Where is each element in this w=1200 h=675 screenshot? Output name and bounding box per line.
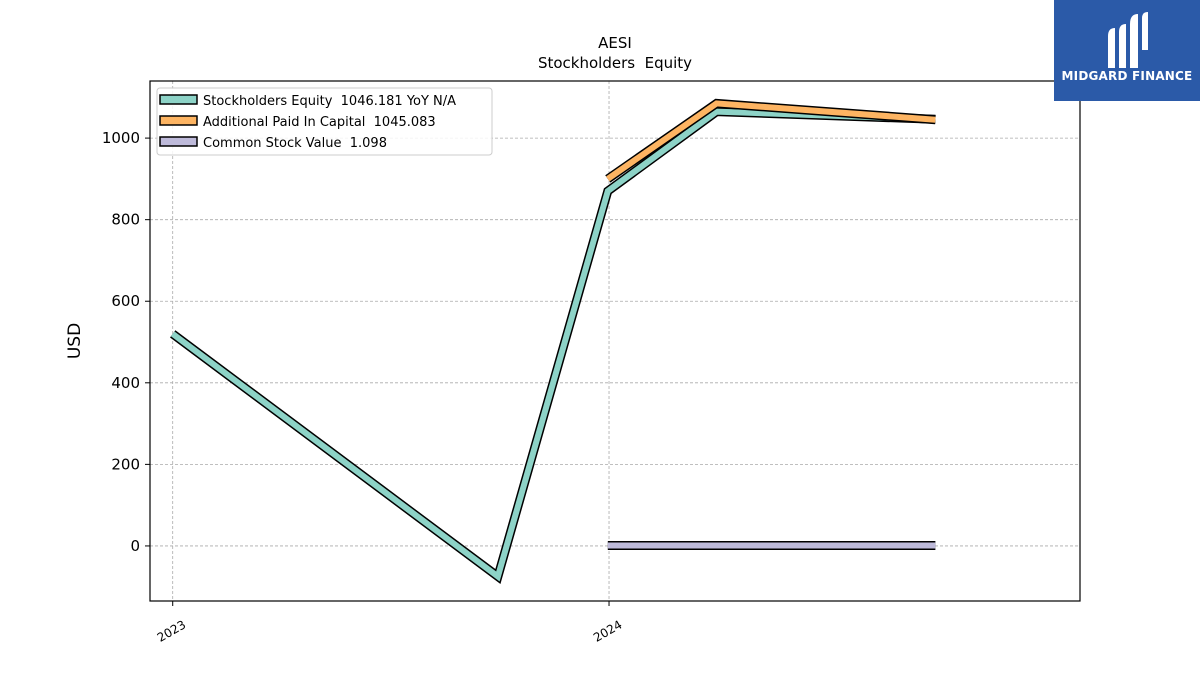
- axis-ticks: 0 200 400 600 800 1000 2023 2024: [102, 129, 625, 645]
- chart-title: AESI: [598, 34, 632, 52]
- plot-area-frame: [149, 80, 1081, 602]
- chart-subtitle: Stockholders Equity: [538, 54, 692, 72]
- series-line-outline: [170, 107, 936, 585]
- midgard-logo-icon: [1108, 12, 1148, 68]
- x-tick-label: 2023: [155, 617, 188, 644]
- series-lines: [170, 98, 936, 585]
- x-tick-label: 2024: [591, 617, 624, 644]
- legend-box: [156, 87, 493, 156]
- legend-swatch: [159, 136, 198, 147]
- grid-lines: [150, 81, 1080, 601]
- y-tick-label: 1000: [102, 129, 140, 147]
- series-line: [170, 108, 936, 582]
- y-tick-label: 600: [111, 292, 140, 310]
- legend: Stockholders Equity 1046.181 YoY N/A Addi…: [156, 87, 493, 156]
- series-1: [170, 107, 936, 585]
- series-line: [606, 100, 936, 182]
- brand-logo: MIDGARD FINANCE: [1054, 0, 1200, 101]
- y-tick-label: 0: [130, 537, 140, 555]
- legend-label: Additional Paid In Capital 1045.083: [203, 115, 436, 130]
- legend-label: Common Stock Value 1.098: [203, 136, 387, 151]
- legend-swatch: [159, 115, 198, 126]
- y-tick-label: 800: [111, 211, 140, 229]
- brand-name: MIDGARD FINANCE: [1061, 69, 1193, 83]
- y-axis-label: USD: [65, 323, 85, 359]
- y-tick-label: 400: [111, 374, 140, 392]
- legend-label: Stockholders Equity 1046.181 YoY N/A: [203, 94, 456, 109]
- series-2: [605, 98, 936, 183]
- legend-swatch: [159, 94, 198, 105]
- y-tick-label: 200: [111, 455, 140, 473]
